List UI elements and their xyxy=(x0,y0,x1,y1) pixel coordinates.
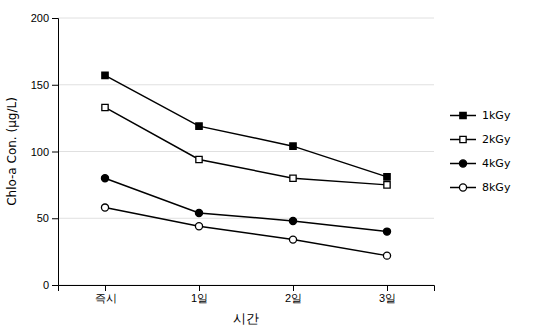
y-tick: 150 xyxy=(31,79,58,91)
point xyxy=(290,143,296,149)
x-tick-mark xyxy=(293,285,294,291)
point xyxy=(383,252,390,259)
point xyxy=(289,236,296,243)
chart: 즉시 1일 2일 3일 0 50 100 150 200 시간 Chlo-a Con. (μg/L)… xyxy=(0,0,544,333)
point xyxy=(196,123,202,129)
x-tick-label: 즉시 xyxy=(95,292,117,304)
plot: 즉시 1일 2일 3일 0 50 100 150 200 xyxy=(31,12,435,304)
series-line xyxy=(105,107,387,184)
point xyxy=(195,223,202,230)
y-tick-mark xyxy=(52,218,58,219)
point xyxy=(195,209,202,216)
y-tick-label: 50 xyxy=(37,212,49,224)
legend: 1kGy 2kGy 4kGy 8kGy xyxy=(450,109,511,194)
point xyxy=(290,175,296,181)
legend-item: 1kGy xyxy=(450,109,511,122)
y-tick: 100 xyxy=(31,146,58,158)
series-line xyxy=(105,208,387,256)
series-line xyxy=(105,75,387,176)
point xyxy=(289,217,296,224)
x-tick-mark xyxy=(387,285,388,291)
point xyxy=(101,204,108,211)
legend-label: 1kGy xyxy=(482,109,511,122)
grid-line xyxy=(58,18,434,19)
series-line xyxy=(105,178,387,231)
legend-item: 8kGy xyxy=(450,181,511,194)
y-tick-mark xyxy=(52,152,58,153)
x-tick-label: 1일 xyxy=(191,292,208,304)
y-tick-label: 150 xyxy=(31,79,49,91)
y-tick-mark xyxy=(52,85,58,86)
x-tick-label: 2일 xyxy=(285,292,302,304)
x-axis-line xyxy=(59,286,435,292)
y-tick-label: 0 xyxy=(43,279,49,291)
y-tick-mark xyxy=(52,18,58,19)
grid-line xyxy=(58,84,434,85)
legend-label: 8kGy xyxy=(482,181,511,194)
legend-symbol xyxy=(459,184,466,191)
y-tick: 200 xyxy=(31,12,58,24)
legend-label: 4kGy xyxy=(482,157,511,170)
legend-label: 2kGy xyxy=(482,133,511,146)
legend-item: 2kGy xyxy=(450,133,511,146)
point xyxy=(384,174,390,180)
y-axis-title: Chlo-a Con. (μg/L) xyxy=(5,97,19,206)
x-tick: 3일 xyxy=(379,285,396,304)
point xyxy=(102,72,108,78)
x-tick: 2일 xyxy=(285,285,302,304)
y-tick: 0 xyxy=(43,279,58,291)
x-tick-mark xyxy=(199,285,200,291)
grid xyxy=(58,18,434,285)
x-axis-title: 시간 xyxy=(233,311,259,326)
point xyxy=(383,228,390,235)
y-tick-label: 100 xyxy=(31,146,49,158)
y-tick: 50 xyxy=(37,212,58,224)
x-tick-label: 3일 xyxy=(379,292,396,304)
y-axis: 0 50 100 150 200 xyxy=(31,12,59,291)
legend-symbol xyxy=(460,136,466,142)
x-tick-mark xyxy=(105,285,106,291)
grid-line xyxy=(58,218,434,219)
y-tick-mark xyxy=(52,285,58,286)
y-tick-label: 200 xyxy=(31,12,49,24)
point xyxy=(102,104,108,110)
legend-symbol xyxy=(460,112,466,118)
x-tick: 즉시 xyxy=(95,285,117,304)
grid-line xyxy=(58,151,434,152)
x-tick: 1일 xyxy=(191,285,208,304)
y-axis-line xyxy=(52,19,59,286)
point xyxy=(196,156,202,162)
legend-item: 4kGy xyxy=(450,157,511,170)
marks xyxy=(101,72,390,259)
x-axis: 즉시 1일 2일 3일 xyxy=(59,285,435,304)
point xyxy=(384,182,390,188)
legend-symbol xyxy=(459,160,466,167)
point xyxy=(101,175,108,182)
